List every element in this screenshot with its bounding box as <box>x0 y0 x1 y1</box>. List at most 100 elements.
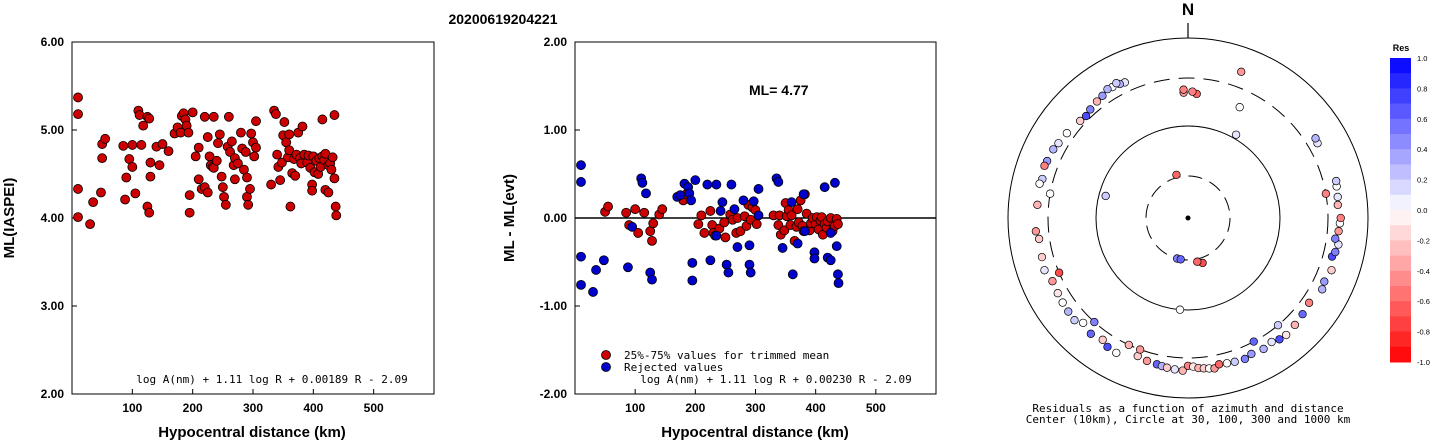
plot1-point-red <box>73 92 83 103</box>
polar-point <box>1333 192 1342 202</box>
polar-point <box>1040 161 1049 170</box>
colorbar-swatch <box>1390 270 1411 287</box>
plot1-point-red <box>329 110 340 120</box>
polar-point <box>1049 145 1058 154</box>
plot2-point-blue <box>705 255 716 266</box>
plot1-point-red <box>193 142 204 153</box>
plot2-point-blue <box>687 257 698 268</box>
polar-point <box>1112 348 1121 357</box>
plot1-ylabel: ML(IASPEI) <box>1 178 18 259</box>
colorbar-tick-label: 0.6 <box>1417 115 1427 124</box>
plot2-point-blue <box>576 279 586 290</box>
colorbar-swatch <box>1390 286 1411 302</box>
polar-point <box>1064 307 1073 316</box>
polar-point <box>1034 234 1044 244</box>
plot2-point-red <box>719 217 730 228</box>
plot2-point-red <box>630 204 641 215</box>
polar-point <box>1214 360 1224 369</box>
colorbar-swatch <box>1390 118 1411 135</box>
plot2-point-blue <box>711 179 722 190</box>
plot1-point-red <box>127 162 138 172</box>
polar-point <box>1045 189 1055 198</box>
polar-point <box>1103 342 1112 352</box>
polar-point <box>1112 79 1121 88</box>
polar-point <box>1035 179 1044 188</box>
polar-point <box>1086 329 1095 338</box>
plot2-point-blue <box>738 195 749 206</box>
colorbar-swatch <box>1390 194 1411 211</box>
plot2-point-blue <box>729 204 740 215</box>
colorbar-swatch <box>1390 164 1411 181</box>
plot2-point-red <box>647 235 657 246</box>
polar-point <box>1320 277 1329 286</box>
polar-point <box>1176 255 1185 264</box>
plot1-point-red <box>202 132 213 142</box>
plot1-point-red <box>223 111 234 122</box>
polar-point <box>1081 111 1091 121</box>
plot1-point-red <box>121 172 132 183</box>
plot1-point-red <box>85 219 95 230</box>
polar-point <box>1048 277 1057 286</box>
plot1-ytick-label: 6.00 <box>41 35 65 49</box>
polar-point <box>1142 356 1152 366</box>
plot1-point-red <box>96 187 106 198</box>
plot2-point-blue <box>744 259 755 270</box>
plot2-point-red <box>621 207 632 218</box>
figure-title: 20200619204221 <box>448 11 557 27</box>
plot2-point-blue <box>745 267 756 278</box>
plot2-point-blue <box>647 274 657 285</box>
plot2-point-blue <box>576 251 586 262</box>
polar-point <box>1090 317 1099 327</box>
colorbar-swatch <box>1390 301 1411 317</box>
plot1-point-red <box>130 188 141 199</box>
polar-point <box>1249 337 1258 346</box>
polar-point <box>1040 266 1049 275</box>
plot1-ticks: 100 200 300 400 500 2.00 3.00 4.00 5.00 6.00 <box>41 35 384 415</box>
plot1-point-red <box>245 184 255 194</box>
plot2-point-blue <box>792 238 803 249</box>
plot2-point-blue <box>753 210 764 221</box>
legend-red-label: 25%-75% values for trimmed mean <box>624 349 829 362</box>
plot2-point-red <box>833 219 843 230</box>
plot2-ticks: 100 200 300 400 500 -2.00 -1.00 0.00 1.00 2.00 <box>540 35 887 415</box>
polar-point <box>1103 84 1112 94</box>
plot2-point-blue <box>686 195 697 206</box>
legend-blue-label: Rejected values <box>624 361 723 374</box>
plot2-point-blue <box>675 190 686 201</box>
plot1-point-red <box>323 187 334 198</box>
plot1-point-red <box>214 129 225 140</box>
polar-point <box>1101 191 1110 201</box>
legend-blue-marker <box>601 362 611 372</box>
plot1-point-red <box>240 147 251 157</box>
plot2-point-blue <box>809 253 820 264</box>
plot1-point-red <box>219 191 229 202</box>
plot2-point-blue <box>777 243 788 253</box>
plot2-ml-annotation: ML= 4.77 <box>749 82 809 98</box>
polar-point <box>1086 105 1095 114</box>
plot2-point-blue <box>576 160 586 171</box>
plot2-point-red <box>720 232 731 243</box>
colorbar-swatch <box>1390 58 1411 74</box>
colorbar-swatch <box>1390 255 1411 272</box>
plot2-point-red <box>603 201 613 212</box>
plot2-point-red <box>751 219 762 230</box>
plot2-legend: 25%-75% values for trimmed mean Rejected… <box>601 349 829 374</box>
polar-points <box>1031 67 1345 375</box>
plot1-point-red <box>100 133 111 144</box>
colorbar-tick-label: -0.6 <box>1417 297 1430 306</box>
plot1-point-red <box>163 146 174 157</box>
plot1-point-red <box>216 171 227 182</box>
colorbar-tick-label: -0.8 <box>1417 328 1430 337</box>
plot1-point-red <box>187 107 198 118</box>
colorbar-swatch <box>1390 103 1411 120</box>
plot1-point-red <box>246 128 257 139</box>
plot2-point-red <box>693 219 704 230</box>
polar-point <box>1098 335 1107 344</box>
polar-point <box>1054 139 1063 148</box>
plot2-point-red <box>696 210 707 221</box>
plot2-point-blue <box>690 175 701 186</box>
plot2-point-blue <box>627 221 638 232</box>
polar-point <box>1247 349 1256 359</box>
plot1-xtick-label: 200 <box>183 401 203 415</box>
polar-point <box>1298 309 1307 319</box>
